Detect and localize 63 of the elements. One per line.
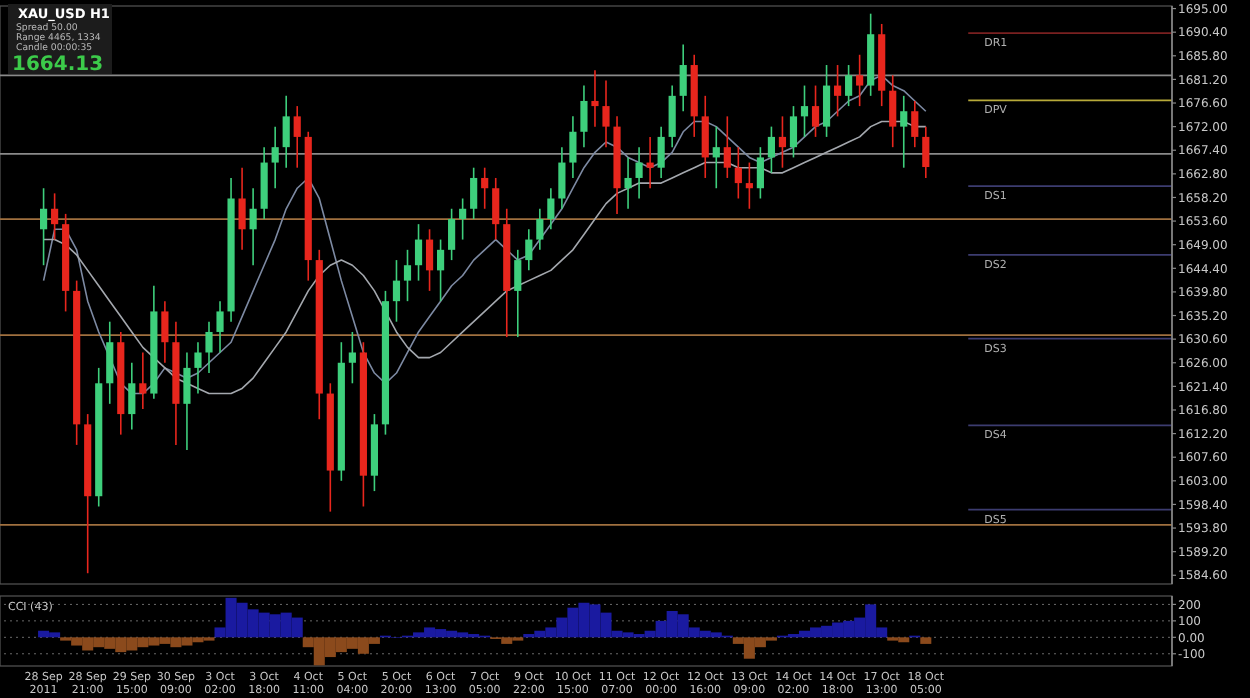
candlestick <box>834 64 842 118</box>
candlestick <box>260 146 268 220</box>
candlestick <box>139 351 147 410</box>
candlestick <box>459 197 467 241</box>
candlestick <box>822 64 831 138</box>
candlestick <box>624 156 632 210</box>
candlestick <box>437 238 445 302</box>
candlestick <box>745 161 753 210</box>
candlestick <box>679 43 687 113</box>
candlestick <box>514 249 522 338</box>
candlestick <box>911 100 919 148</box>
candlestick <box>249 187 257 267</box>
candlestick <box>723 115 731 179</box>
candlestick <box>591 69 599 128</box>
candlestick <box>271 125 279 190</box>
candlestick <box>348 331 356 385</box>
candlestick <box>602 79 610 148</box>
bar <box>920 637 932 644</box>
candlestick <box>889 74 897 148</box>
candlestick <box>183 351 191 451</box>
candlestick <box>668 84 676 148</box>
candlestick <box>922 125 930 179</box>
candlestick <box>106 320 114 405</box>
candlestick <box>856 53 864 107</box>
candlestick <box>536 207 544 251</box>
candlestick <box>51 192 59 241</box>
candlestick <box>547 187 555 231</box>
candlestick <box>525 228 533 272</box>
candlestick <box>414 223 423 282</box>
candlestick <box>194 341 202 395</box>
candlestick <box>403 249 412 302</box>
candlestick <box>900 95 908 169</box>
candlestick <box>40 187 48 267</box>
candlestick <box>701 95 709 179</box>
candlestick <box>293 105 301 169</box>
candlestick <box>216 300 224 354</box>
candlestick <box>800 84 809 138</box>
annotation: 1664.13 <box>12 54 104 76</box>
candlestick <box>481 166 489 210</box>
candlestick <box>635 146 643 200</box>
candlestick <box>569 115 577 179</box>
candlestick <box>492 177 500 241</box>
candlestick <box>734 146 742 200</box>
candlestick <box>845 64 853 107</box>
candlestick <box>470 166 478 220</box>
candlestick <box>756 146 764 200</box>
candlestick <box>646 136 654 190</box>
candlestick <box>205 320 213 374</box>
candlestick <box>580 84 588 148</box>
candlestick <box>657 125 665 179</box>
candlestick <box>282 95 290 169</box>
candlestick <box>767 125 775 174</box>
candlestick <box>811 84 820 138</box>
candlestick <box>778 115 787 169</box>
candlestick <box>161 300 169 364</box>
candlestick <box>789 105 798 159</box>
candlestick <box>425 228 434 292</box>
candlestick <box>392 259 401 323</box>
candlestick <box>448 207 456 261</box>
candlestick <box>128 361 136 431</box>
candlestick <box>558 146 566 210</box>
candlestick <box>238 166 246 251</box>
candlestick <box>712 125 720 190</box>
